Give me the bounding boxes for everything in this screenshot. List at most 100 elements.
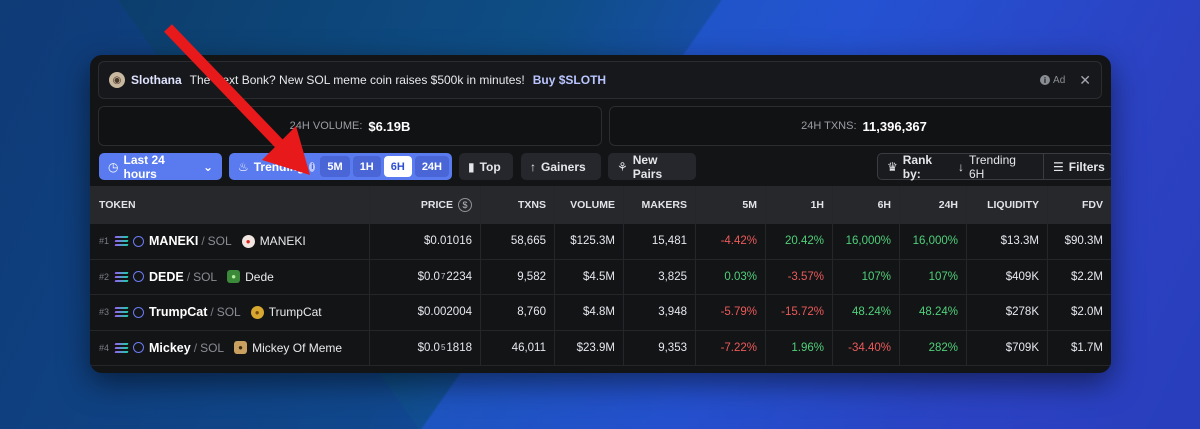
ad-controls: i Ad ✕ — [1040, 72, 1091, 89]
fdv-cell: $2.2M — [1071, 270, 1103, 283]
ad-banner[interactable]: ◉ Slothana The Next Bonk? New SOL meme c… — [98, 61, 1102, 99]
txns-value: 11,396,367 — [862, 118, 927, 134]
solana-icon — [114, 236, 129, 247]
sloth-avatar-icon: ◉ — [109, 72, 125, 88]
makers-cell: 15,481 — [624, 224, 696, 259]
change-5m-cell: -5.79% — [696, 295, 766, 330]
txns-cell: 46,011 — [481, 330, 555, 365]
timeframe-6h[interactable]: 6H — [383, 156, 412, 177]
cat-token-icon: ● — [250, 305, 264, 319]
header-liquidity[interactable]: LIQUIDITY — [967, 186, 1048, 224]
header-token[interactable]: TOKEN — [90, 186, 370, 224]
token-symbol: TrumpCat — [149, 305, 208, 320]
rank: #1 — [99, 236, 110, 247]
arrow-up-icon: ↑ — [530, 159, 536, 174]
dex-icon — [133, 271, 145, 283]
header-24h[interactable]: 24H — [900, 186, 967, 224]
token-name: Mickey Of Meme — [252, 340, 343, 355]
rank-by-dropdown[interactable]: ♛ Rank by: ↓ Trending 6H — [877, 152, 1044, 181]
filters-label: Filters — [1068, 159, 1105, 174]
cat-token-icon: ● — [241, 234, 255, 248]
dex-icon — [133, 342, 145, 354]
change-5m-cell: -4.42% — [696, 224, 766, 259]
table-row[interactable]: #3 TrumpCat / SOL ● TrumpCat $0.002004 8… — [90, 295, 1111, 331]
change-24h-cell: 282% — [900, 330, 967, 365]
change-5m-cell: -7.22% — [696, 330, 766, 365]
info-icon[interactable]: i — [309, 161, 316, 172]
sprout-icon: ⚘ — [617, 159, 628, 174]
ad-info[interactable]: i Ad — [1040, 75, 1065, 86]
ad-brand-name: Slothana — [131, 73, 182, 87]
new-pairs-button[interactable]: ⚘ New Pairs — [608, 153, 696, 181]
volume-label: 24H VOLUME: — [289, 120, 363, 132]
top-button[interactable]: ▮ Top — [459, 153, 513, 180]
change-1h-cell: 1.96% — [766, 330, 833, 365]
token-name: MANEKI — [259, 234, 306, 249]
change-6h-cell: 16,000% — [833, 224, 900, 259]
frog-token-icon: ● — [227, 270, 241, 284]
change-24h-cell: 107% — [900, 259, 967, 294]
token-name: TrumpCat — [268, 305, 322, 320]
timeframe-24h[interactable]: 24H — [414, 156, 449, 177]
price-zero-count: 5 — [440, 343, 446, 353]
volume-cell: $4.5M — [555, 259, 624, 294]
header-6h[interactable]: 6H — [833, 186, 900, 224]
time-range-label: Last 24 hours — [123, 152, 165, 181]
fdv-cell: $1.7M — [1071, 341, 1103, 354]
gainers-label: Gainers — [541, 159, 586, 174]
price-zero-count: 7 — [440, 272, 446, 282]
dollar-icon[interactable]: $ — [458, 198, 472, 212]
change-1h-cell: -3.57% — [766, 259, 833, 294]
quote-symbol: SOL — [193, 269, 218, 284]
change-24h-cell: 16,000% — [900, 224, 967, 259]
pair-separator: / — [186, 269, 191, 284]
ad-badge: Ad — [1053, 74, 1066, 86]
rank: #4 — [99, 342, 110, 353]
trending-label: Trending — [253, 159, 305, 174]
ad-cta-link[interactable]: Buy $SLOTH — [532, 73, 607, 87]
trophy-icon: ♛ — [887, 159, 898, 174]
time-range-dropdown[interactable]: ◷ Last 24 hours ⌄ — [99, 152, 222, 181]
ad-text: The Next Bonk? New SOL meme coin raises … — [189, 73, 525, 87]
gainers-button[interactable]: ↑ Gainers — [521, 153, 601, 180]
arrow-down-icon: ↓ — [958, 159, 964, 174]
table-row[interactable]: #4 Mickey / SOL ● Mickey Of Meme $0.0 5 18… — [90, 330, 1111, 366]
header-volume[interactable]: VOLUME — [555, 186, 624, 224]
rank-by-value: Trending 6H — [969, 152, 1016, 181]
liquidity-cell: $278K — [967, 295, 1048, 330]
flame-icon: ♨ — [238, 159, 249, 174]
solana-icon — [114, 342, 129, 353]
rank: #3 — [99, 307, 110, 318]
trending-button[interactable]: ♨ Trending i 5M 1H 6H 24H — [229, 153, 452, 180]
header-1h[interactable]: 1H — [766, 186, 833, 224]
info-icon: i — [1040, 75, 1051, 85]
fdv-cell: $2.0M — [1071, 306, 1103, 319]
table-row[interactable]: #1 MANEKI / SOL ● MANEKI $0.01016 58,665… — [90, 224, 1111, 260]
timeframe-1h[interactable]: 1H — [352, 156, 381, 177]
header-makers[interactable]: MAKERS — [624, 186, 696, 224]
top-label: Top — [479, 159, 501, 174]
header-price[interactable]: PRICE $ — [370, 186, 481, 224]
price-cell: $0.01016 — [370, 224, 481, 259]
bar-chart-icon: ▮ — [468, 159, 475, 174]
quote-symbol: SOL — [200, 340, 225, 355]
rank: #2 — [99, 271, 110, 282]
toolbar: ◷ Last 24 hours ⌄ ♨ Trending i 5M 1H 6H … — [99, 153, 1111, 181]
solana-icon — [114, 271, 129, 282]
price-cell: $0.0 7 2234 — [370, 259, 481, 294]
header-txns[interactable]: TXNS — [481, 186, 555, 224]
dex-icon — [133, 306, 145, 318]
quote-symbol: SOL — [207, 234, 232, 249]
price-value: $0.0 — [417, 270, 440, 283]
header-5m[interactable]: 5M — [696, 186, 766, 224]
dex-icon — [133, 235, 145, 247]
filters-button[interactable]: ☰ Filters — [1043, 153, 1111, 180]
txns-cell: 8,760 — [481, 295, 555, 330]
table-row[interactable]: #2 DEDE / SOL ● Dede $0.0 7 2234 9,582 $4.… — [90, 259, 1111, 295]
pair-separator: / — [210, 305, 214, 320]
pair-separator: / — [201, 234, 205, 249]
fdv-cell: $90.3M — [1064, 235, 1103, 248]
timeframe-5m[interactable]: 5M — [320, 156, 350, 177]
close-icon[interactable]: ✕ — [1079, 71, 1091, 88]
header-fdv[interactable]: FDV — [1082, 199, 1103, 211]
